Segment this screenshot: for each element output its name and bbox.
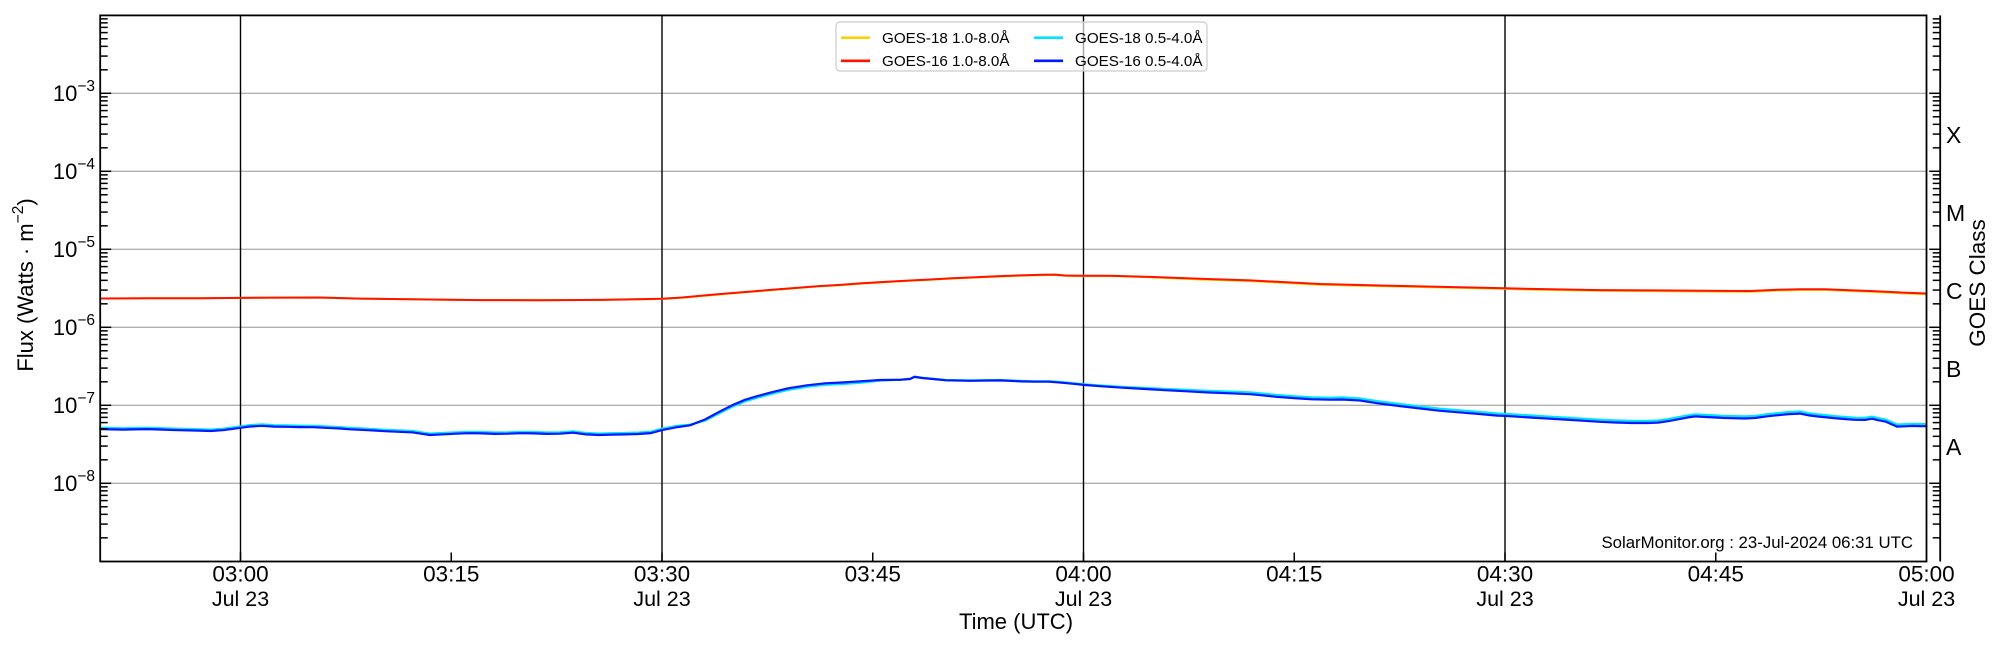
svg-text:04:45: 04:45 bbox=[1688, 562, 1744, 587]
svg-text:04:00: 04:00 bbox=[1055, 562, 1111, 587]
svg-text:Jul 23: Jul 23 bbox=[633, 587, 690, 611]
svg-text:Flux (Watts · m−2): Flux (Watts · m−2) bbox=[10, 198, 38, 371]
svg-text:03:15: 03:15 bbox=[423, 562, 479, 587]
svg-text:10−4: 10−4 bbox=[53, 156, 96, 184]
svg-text:GOES-16 1.0-8.0Å: GOES-16 1.0-8.0Å bbox=[882, 53, 1010, 70]
svg-text:GOES-18 1.0-8.0Å: GOES-18 1.0-8.0Å bbox=[882, 30, 1010, 47]
svg-text:03:00: 03:00 bbox=[212, 562, 268, 587]
svg-text:M: M bbox=[1946, 200, 1965, 226]
svg-text:GOES Class: GOES Class bbox=[1965, 219, 1990, 347]
svg-text:Jul 23: Jul 23 bbox=[1055, 587, 1112, 611]
svg-text:03:45: 03:45 bbox=[845, 562, 901, 587]
svg-text:Jul 23: Jul 23 bbox=[212, 587, 269, 611]
svg-text:04:30: 04:30 bbox=[1477, 562, 1533, 587]
svg-text:03:30: 03:30 bbox=[634, 562, 690, 587]
svg-text:10−6: 10−6 bbox=[53, 312, 95, 340]
svg-text:Time (UTC): Time (UTC) bbox=[959, 609, 1073, 634]
svg-text:Jul 23: Jul 23 bbox=[1898, 587, 1955, 611]
svg-text:05:00: 05:00 bbox=[1898, 562, 1954, 587]
svg-text:GOES-18 0.5-4.0Å: GOES-18 0.5-4.0Å bbox=[1075, 30, 1203, 47]
svg-text:A: A bbox=[1946, 434, 1962, 460]
svg-text:B: B bbox=[1946, 356, 1961, 382]
svg-text:Jul 23: Jul 23 bbox=[1476, 587, 1533, 611]
svg-text:X: X bbox=[1946, 122, 1961, 148]
svg-text:04:15: 04:15 bbox=[1266, 562, 1322, 587]
svg-text:SolarMonitor.org : 23-Jul-2024: SolarMonitor.org : 23-Jul-2024 06:31 UTC bbox=[1601, 533, 1913, 552]
svg-text:GOES-16 0.5-4.0Å: GOES-16 0.5-4.0Å bbox=[1075, 53, 1203, 70]
svg-text:C: C bbox=[1946, 278, 1963, 304]
